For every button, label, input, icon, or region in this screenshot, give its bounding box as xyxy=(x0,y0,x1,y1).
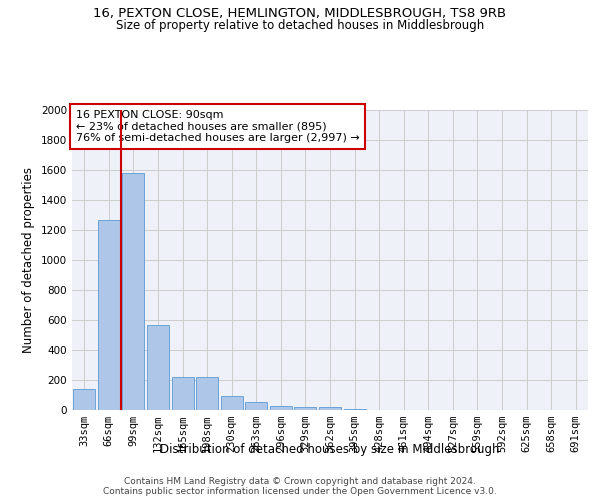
Bar xyxy=(319,408,341,410)
Bar xyxy=(295,408,316,410)
Text: Distribution of detached houses by size in Middlesbrough: Distribution of detached houses by size … xyxy=(160,444,500,456)
Bar xyxy=(73,389,95,410)
Bar xyxy=(344,409,365,410)
Text: Size of property relative to detached houses in Middlesbrough: Size of property relative to detached ho… xyxy=(116,19,484,32)
Bar xyxy=(98,220,120,410)
Bar xyxy=(147,324,169,410)
Bar xyxy=(245,402,268,410)
Y-axis label: Number of detached properties: Number of detached properties xyxy=(22,167,35,353)
Text: 16, PEXTON CLOSE, HEMLINGTON, MIDDLESBROUGH, TS8 9RB: 16, PEXTON CLOSE, HEMLINGTON, MIDDLESBRO… xyxy=(94,8,506,20)
Text: Contains HM Land Registry data © Crown copyright and database right 2024.
Contai: Contains HM Land Registry data © Crown c… xyxy=(103,476,497,496)
Bar xyxy=(172,377,194,410)
Text: 16 PEXTON CLOSE: 90sqm
← 23% of detached houses are smaller (895)
76% of semi-de: 16 PEXTON CLOSE: 90sqm ← 23% of detached… xyxy=(76,110,359,143)
Bar xyxy=(196,377,218,410)
Bar xyxy=(221,396,243,410)
Bar xyxy=(270,406,292,410)
Bar xyxy=(122,173,145,410)
